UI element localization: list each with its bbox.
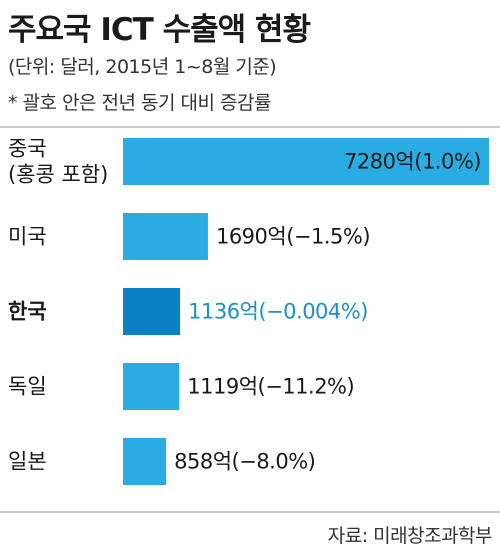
chart-subtitle: (단위: 달러, 2015년 1~8월 기준) xyxy=(8,56,277,78)
category-label-0-line-0: 중국 xyxy=(8,137,47,161)
chart-note: * 괄호 안은 전년 동기 대비 증감률 xyxy=(8,92,271,114)
value-label-1: 1690억(−1.5%) xyxy=(216,225,370,249)
bar-1 xyxy=(123,213,208,260)
category-label-1: 미국 xyxy=(8,225,47,249)
chart-title: 주요국 ICT 수출액 현황 xyxy=(8,12,311,48)
category-label-4: 일본 xyxy=(8,450,47,474)
value-label-4: 858억(−8.0%) xyxy=(174,450,315,474)
value-label-3: 1119억(−11.2%) xyxy=(187,375,354,399)
bar-2 xyxy=(123,288,181,335)
bar-0 xyxy=(123,138,489,185)
bar-3 xyxy=(123,363,180,410)
category-label-2: 한국 xyxy=(8,300,47,324)
source-credit: 자료: 미래창조과학부 xyxy=(327,525,493,547)
value-label-0: 7280억(1.0%) xyxy=(344,150,481,174)
category-label-0-line-1: (홍콩 포함) xyxy=(8,163,108,187)
value-label-2: 1136억(−0.004%) xyxy=(188,300,368,324)
category-label-3: 독일 xyxy=(8,375,47,399)
bar-4 xyxy=(123,438,167,485)
